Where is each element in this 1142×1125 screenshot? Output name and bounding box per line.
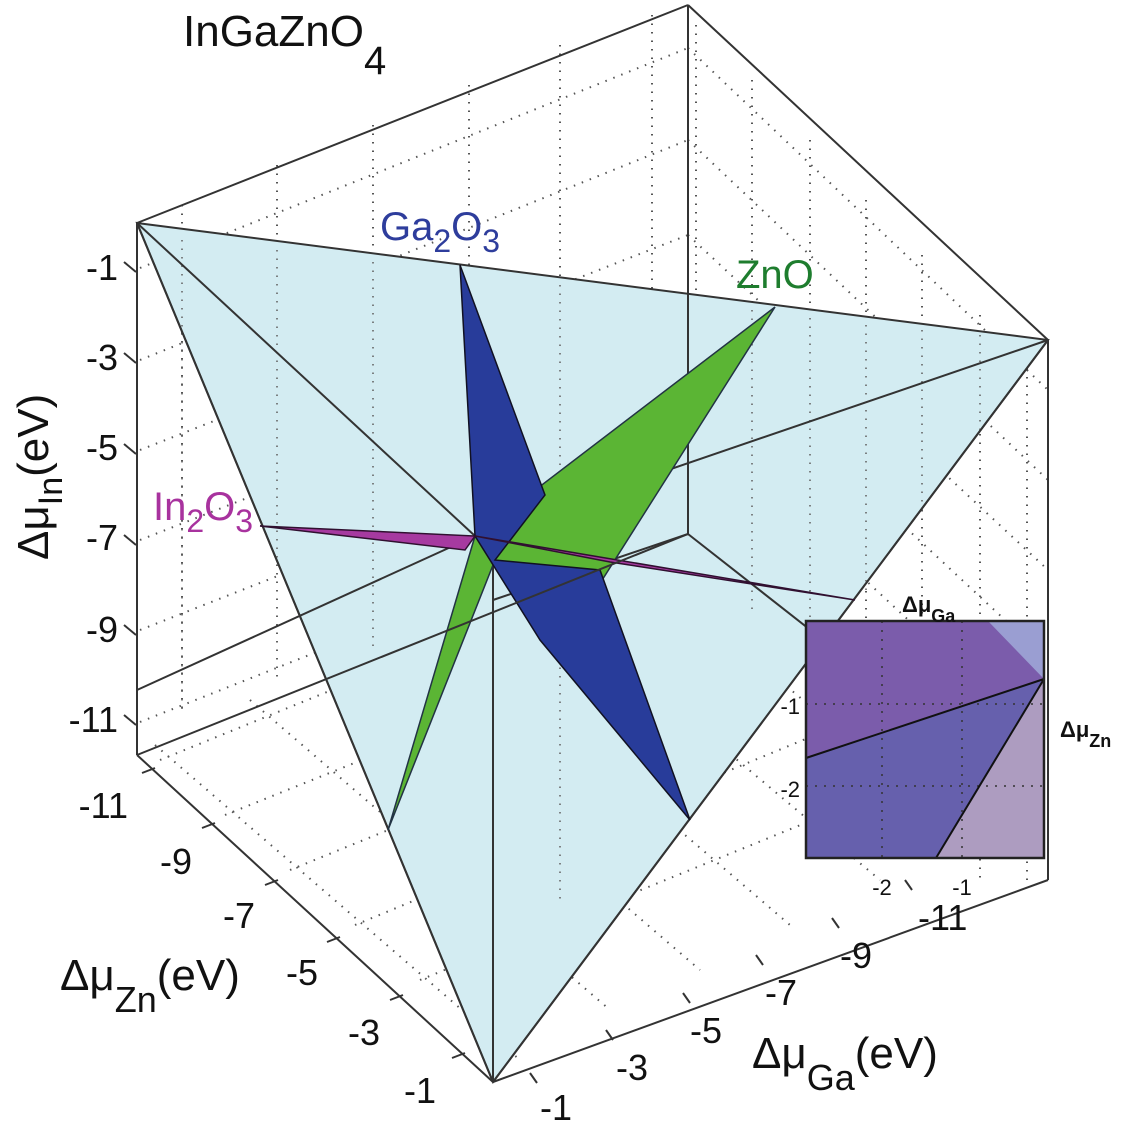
svg-text:-9: -9 — [86, 609, 118, 650]
inset-plot: ΔμGa ΔμZn -1 -2 -2 -1 — [780, 592, 1111, 900]
svg-text:-7: -7 — [765, 972, 797, 1013]
ga2o3-label: Ga2O3 — [380, 205, 500, 259]
ga2o3-surface — [459, 264, 691, 821]
svg-text:-1: -1 — [540, 1087, 572, 1125]
zn-axis-label: ΔμZn(eV) — [60, 951, 240, 1020]
cube-frame — [136, 4, 1049, 1083]
projection-lines — [136, 5, 1049, 1083]
svg-text:-9: -9 — [160, 841, 192, 882]
in2o3-label: In2O3 — [153, 485, 253, 539]
svg-text:-3: -3 — [616, 1047, 648, 1088]
inset-xtick: -1 — [952, 875, 972, 900]
inset-xtick: -2 — [872, 875, 892, 900]
in-axis-label: ΔμIn(eV) — [9, 394, 70, 560]
svg-text:-11: -11 — [69, 699, 118, 740]
inset-ytick: -1 — [780, 694, 800, 719]
svg-text:-5: -5 — [286, 952, 318, 993]
inset-xlabel: ΔμGa — [902, 592, 956, 626]
inset-ytick: -2 — [780, 777, 800, 802]
ga-axis-tick-labels: -1 -3 -5 -7 -9 -11 — [540, 897, 967, 1125]
in-axis-ticks — [123, 261, 137, 726]
zno-label: ZnO — [736, 253, 814, 297]
chart-title: InGaZnO4 — [183, 7, 386, 83]
svg-text:-3: -3 — [86, 337, 118, 378]
zn-axis-tick-labels: -11 -9 -7 -5 -3 -1 — [79, 785, 436, 1111]
in2o3-surface-right — [474, 535, 856, 601]
inset-middle-region — [806, 679, 1044, 858]
svg-text:-11: -11 — [79, 785, 128, 826]
svg-text:-5: -5 — [86, 427, 118, 468]
svg-text:-7: -7 — [223, 895, 255, 936]
svg-text:-7: -7 — [86, 517, 118, 558]
ga-axis-label: ΔμGa(eV) — [752, 1029, 938, 1098]
zn-axis-ticks — [141, 767, 466, 1059]
inset-ylabel: ΔμZn — [1060, 717, 1111, 751]
ga-axis-ticks — [529, 879, 913, 1084]
in2o3-surface — [259, 525, 477, 551]
in-axis-tick-labels: -1 -3 -5 -7 -9 -11 — [69, 247, 118, 740]
svg-text:-1: -1 — [86, 247, 118, 288]
svg-text:-5: -5 — [690, 1010, 722, 1051]
svg-text:-1: -1 — [404, 1070, 436, 1111]
svg-text:-9: -9 — [840, 935, 872, 976]
svg-text:-11: -11 — [918, 897, 967, 938]
inset-corner-region — [988, 621, 1044, 679]
svg-text:-3: -3 — [348, 1012, 380, 1053]
